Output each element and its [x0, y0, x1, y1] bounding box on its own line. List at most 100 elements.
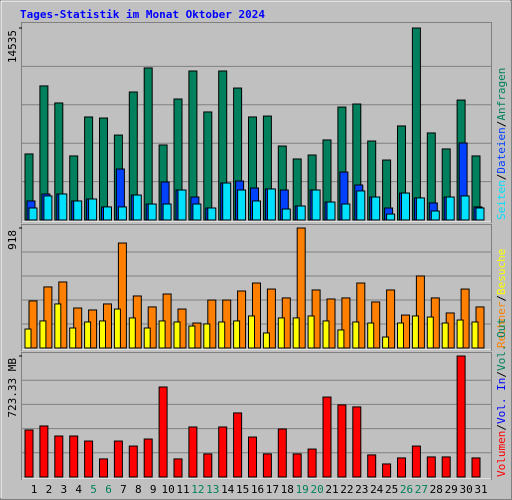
bar: [173, 321, 181, 349]
bar: [99, 458, 108, 478]
x-tick-label: 22: [340, 483, 353, 496]
bar: [203, 453, 213, 478]
legend-entry: Besuche: [495, 249, 508, 295]
bar: [415, 275, 425, 349]
bar: [113, 308, 121, 349]
bar: [326, 201, 336, 221]
bar: [460, 195, 470, 221]
bar: [117, 206, 127, 221]
bar: [460, 288, 470, 349]
y-tick-label: 723.33 MB: [6, 358, 19, 418]
bar: [188, 426, 198, 478]
bar: [73, 200, 83, 221]
x-tick-label: 8: [135, 483, 142, 496]
bar: [39, 320, 47, 349]
x-tick-label: 6: [105, 483, 112, 496]
x-tick-label: 31: [474, 483, 487, 496]
bar: [24, 328, 32, 349]
bar: [456, 355, 466, 478]
bar: [277, 317, 285, 349]
legend: Seiten/Dateien/Anfragen: [495, 68, 508, 220]
x-tick-label: 9: [150, 483, 157, 496]
x-tick-label: 28: [430, 483, 443, 496]
bar: [367, 322, 375, 349]
legend-separator: /: [495, 371, 508, 378]
x-tick-label: 1: [31, 483, 38, 496]
bar: [128, 317, 136, 349]
bar: [307, 448, 317, 478]
bar: [192, 203, 202, 221]
bar: [88, 198, 98, 221]
bar: [386, 213, 396, 221]
bar: [188, 325, 196, 349]
bar: [262, 453, 272, 478]
bar: [397, 457, 406, 478]
x-tick-label: 27: [415, 483, 428, 496]
bar: [356, 190, 366, 221]
bar: [218, 426, 228, 478]
bar: [177, 189, 187, 221]
bar: [143, 438, 153, 478]
bar: [266, 188, 276, 221]
x-tick-label: 2: [46, 483, 53, 496]
x-tick-label: 3: [60, 483, 67, 496]
x-tick-label: 10: [161, 483, 174, 496]
x-tick-label: 17: [266, 483, 279, 496]
bar: [386, 289, 396, 349]
bar: [84, 321, 92, 349]
bar: [113, 440, 123, 478]
bar: [382, 463, 392, 478]
x-tick-label: 11: [176, 483, 189, 496]
bar: [143, 67, 153, 221]
x-tick-label: 26: [400, 483, 413, 496]
bar: [441, 456, 451, 478]
bar: [58, 193, 68, 221]
bar: [203, 323, 211, 349]
bar: [471, 321, 479, 349]
bar: [426, 456, 436, 478]
bar: [24, 429, 34, 478]
x-tick-label: 23: [355, 483, 368, 496]
bar: [43, 195, 53, 221]
x-tick-label: 24: [370, 483, 384, 496]
bar: [382, 336, 390, 349]
bar: [266, 288, 276, 349]
x-tick-label: 21: [325, 483, 338, 496]
bar: [475, 207, 485, 221]
legend-entry: Volumen: [495, 431, 508, 477]
bar: [296, 227, 306, 349]
bar: [262, 332, 270, 349]
bar: [54, 303, 62, 349]
legend-separator: /: [495, 295, 508, 302]
bar: [307, 315, 315, 349]
bar: [445, 196, 455, 221]
legend: Volumen/Vol. In/Vol. Out: [495, 318, 508, 477]
legend-entry: Vol. Out: [495, 318, 508, 371]
bar: [430, 210, 440, 221]
x-tick-label: 13: [206, 483, 219, 496]
y-tick-label: 918: [6, 230, 19, 250]
bar: [28, 207, 38, 221]
bar: [352, 406, 362, 478]
bar: [292, 317, 300, 349]
x-tick-label: 15: [236, 483, 249, 496]
bar: [337, 329, 345, 349]
bar: [252, 200, 261, 221]
bar: [411, 315, 419, 349]
chart-title: Tages-Statistik im Monat Oktober 2024: [20, 8, 265, 21]
bar: [367, 454, 377, 478]
bar: [296, 205, 306, 221]
bar: [411, 27, 421, 221]
bar: [411, 445, 421, 478]
x-tick-label: 14: [221, 483, 235, 496]
bar: [143, 327, 151, 349]
bar: [341, 297, 351, 349]
bar: [147, 203, 157, 221]
bar: [147, 306, 157, 349]
bar: [397, 322, 404, 349]
bar: [203, 111, 213, 221]
bar: [371, 196, 381, 221]
x-tick-label: 7: [120, 483, 127, 496]
bar: [162, 203, 172, 221]
